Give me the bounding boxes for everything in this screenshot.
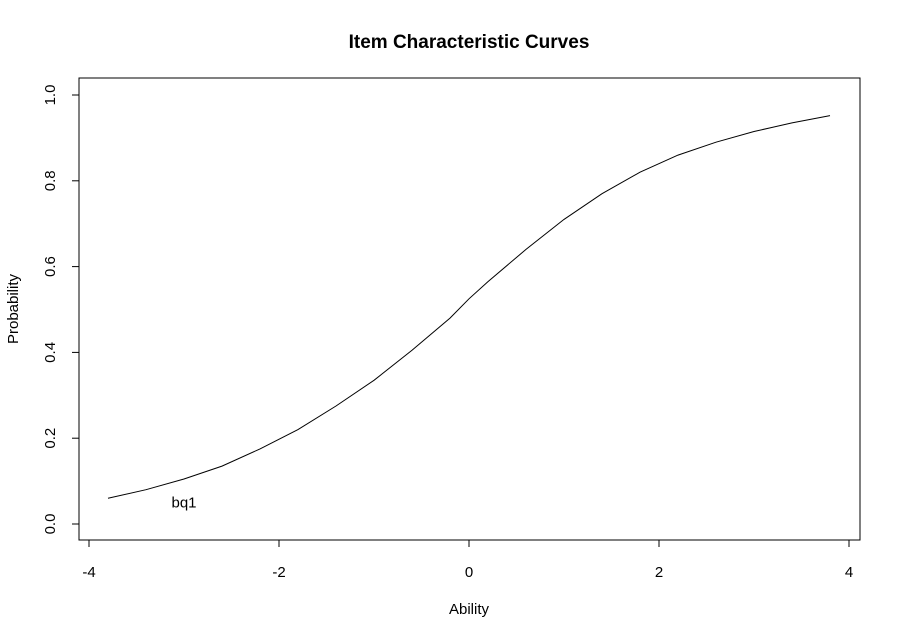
y-tick-label: 0.4 [42,342,59,363]
x-axis-label: Ability [449,601,490,618]
y-axis: 0.0 0.2 0.4 0.6 0.8 1.0 [42,85,79,535]
y-tick-label: 0.8 [42,170,59,191]
y-tick-label: 0.2 [42,428,59,449]
x-tick-label: -4 [82,564,95,581]
x-axis: -4 -2 0 2 4 [82,540,853,581]
y-tick-label: 0.0 [42,514,59,535]
x-tick-label: -2 [272,564,285,581]
y-axis-label: Probability [5,273,22,344]
series-layer [107,115,831,499]
annotation-layer: bq1 [171,495,196,512]
x-tick-label: 0 [465,564,473,581]
curve-annotation: bq1 [171,495,196,512]
plot-frame [78,77,861,541]
chart-title: Item Characteristic Curves [349,32,590,53]
series-line-bq1 [107,115,831,499]
x-tick-label: 2 [655,564,663,581]
x-tick-label: 4 [845,564,853,581]
y-tick-label: 1.0 [42,85,59,106]
y-tick-label: 0.6 [42,256,59,277]
